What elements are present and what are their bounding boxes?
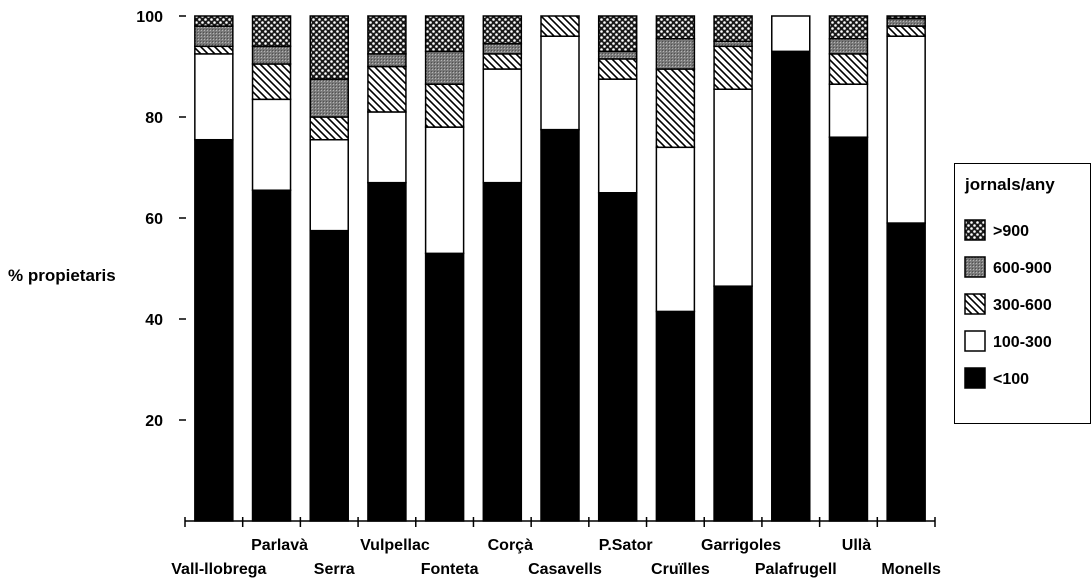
x-tick-label: P.Sator bbox=[599, 537, 653, 554]
bar-segment-1 bbox=[424, 252, 465, 522]
bar-segment-3 bbox=[367, 65, 407, 113]
bar-segment-1 bbox=[828, 136, 869, 522]
bar-segment-4 bbox=[828, 37, 869, 55]
legend-swatch bbox=[964, 256, 986, 278]
legend-swatch bbox=[964, 293, 986, 315]
bar-segment-5 bbox=[482, 15, 523, 45]
bar-segment-1 bbox=[367, 181, 407, 522]
legend-title: jornals/any bbox=[964, 175, 1055, 194]
bar-segment-2 bbox=[367, 111, 407, 184]
bar-segment-3 bbox=[597, 58, 638, 80]
bar-segment-1 bbox=[482, 181, 523, 522]
bar-segment-3 bbox=[828, 53, 869, 85]
bar-segment-2 bbox=[309, 138, 349, 232]
legend: jornals/any >900 600-900 300-600 100-300 <10… bbox=[954, 163, 1091, 424]
x-tick-label: Cruïlles bbox=[651, 561, 710, 578]
legend-items: >900 600-900 300-600 100-300 <100 bbox=[964, 219, 1052, 389]
bar-segment-5 bbox=[713, 15, 753, 42]
bar-segment-2 bbox=[713, 88, 753, 287]
bar-segment-4 bbox=[655, 37, 696, 70]
bar-segment-1 bbox=[886, 222, 926, 522]
y-tick-label: 40 bbox=[145, 312, 163, 329]
bar-segment-4 bbox=[251, 45, 292, 65]
bar-segment-1 bbox=[251, 189, 292, 522]
bar-segment-2 bbox=[886, 35, 926, 224]
bar-segment-1 bbox=[655, 310, 696, 522]
bar-segment-5 bbox=[251, 15, 292, 48]
bar-segment-4 bbox=[482, 43, 523, 55]
y-tick-label: 20 bbox=[145, 413, 163, 430]
bar-segment-5 bbox=[655, 15, 696, 40]
legend-label: 600-900 bbox=[993, 260, 1052, 277]
y-tick-label: 60 bbox=[145, 211, 163, 228]
bar-segment-4 bbox=[886, 17, 926, 27]
bar-segment-4 bbox=[309, 78, 349, 118]
x-tick-label: Ullà bbox=[842, 537, 871, 554]
bar-segment-4 bbox=[713, 40, 753, 48]
bar-segment-2 bbox=[251, 98, 292, 191]
bar-segment-1 bbox=[194, 138, 234, 522]
bar-segment-1 bbox=[713, 285, 753, 522]
axes-layer bbox=[179, 15, 936, 527]
bar-segment-1 bbox=[540, 128, 580, 522]
bar-segment-3 bbox=[713, 45, 753, 90]
bar-segment-5 bbox=[194, 15, 234, 27]
y-axis-label: % propietaris bbox=[8, 266, 116, 285]
bar-segment-1 bbox=[771, 50, 811, 522]
x-tick-label: Garrigoles bbox=[701, 537, 781, 554]
legend-label: <100 bbox=[993, 371, 1029, 388]
bar-segment-3 bbox=[482, 53, 523, 70]
x-tick-label: Corçà bbox=[488, 537, 533, 554]
legend-label: 300-600 bbox=[993, 297, 1052, 314]
bar-segment-3 bbox=[251, 63, 292, 101]
x-tick-label: Casavells bbox=[528, 561, 602, 578]
bar-segment-3 bbox=[540, 15, 580, 37]
legend-svg: jornals/any >900 600-900 300-600 100-300 <10… bbox=[964, 175, 1055, 389]
bar-segment-1 bbox=[597, 192, 638, 522]
x-tick-label: Parlavà bbox=[251, 537, 308, 554]
x-tick-label: Serra bbox=[314, 561, 355, 578]
bar-segment-1 bbox=[309, 229, 349, 522]
legend-label: >900 bbox=[993, 223, 1029, 240]
bar-segment-5 bbox=[828, 15, 869, 40]
bar-segment-5 bbox=[886, 15, 926, 20]
bar-segment-2 bbox=[482, 68, 523, 184]
bar-segment-5 bbox=[309, 15, 349, 80]
bar-segment-4 bbox=[424, 50, 465, 85]
bar-segment-5 bbox=[597, 15, 638, 53]
bar-segment-4 bbox=[597, 50, 638, 60]
labels-layer: Vall-llobrega Parlavà Serra Vulpellac Fontet… bbox=[136, 9, 941, 578]
bar-segment-3 bbox=[194, 45, 234, 55]
legend-swatch bbox=[964, 330, 986, 352]
bar-segment-4 bbox=[194, 25, 234, 48]
bars-layer bbox=[194, 15, 926, 522]
x-tick-label: Vulpellac bbox=[360, 537, 430, 554]
x-tick-label: Fonteta bbox=[421, 561, 479, 578]
bar-segment-2 bbox=[194, 53, 234, 141]
legend-swatch bbox=[964, 367, 986, 389]
bar-segment-2 bbox=[771, 15, 811, 53]
bar-segment-5 bbox=[367, 15, 407, 55]
bar-segment-2 bbox=[540, 35, 580, 131]
bar-segment-4 bbox=[367, 53, 407, 68]
bar-segment-2 bbox=[655, 146, 696, 313]
bar-segment-2 bbox=[828, 83, 869, 138]
bar-segment-3 bbox=[655, 68, 696, 149]
legend-label: 100-300 bbox=[993, 334, 1052, 351]
x-tick-label: Monells bbox=[881, 561, 941, 578]
x-tick-label: Vall-llobrega bbox=[171, 561, 266, 578]
bar-segment-2 bbox=[597, 78, 638, 194]
bar-segment-3 bbox=[886, 25, 926, 37]
bar-segment-3 bbox=[309, 116, 349, 141]
x-tick-label: Palafrugell bbox=[755, 561, 837, 578]
y-tick-label: 80 bbox=[145, 110, 163, 127]
bar-segment-3 bbox=[424, 83, 465, 128]
legend-swatch bbox=[964, 219, 986, 241]
y-tick-label: 100 bbox=[136, 9, 163, 26]
bar-segment-2 bbox=[424, 126, 465, 255]
bar-segment-5 bbox=[424, 15, 465, 53]
